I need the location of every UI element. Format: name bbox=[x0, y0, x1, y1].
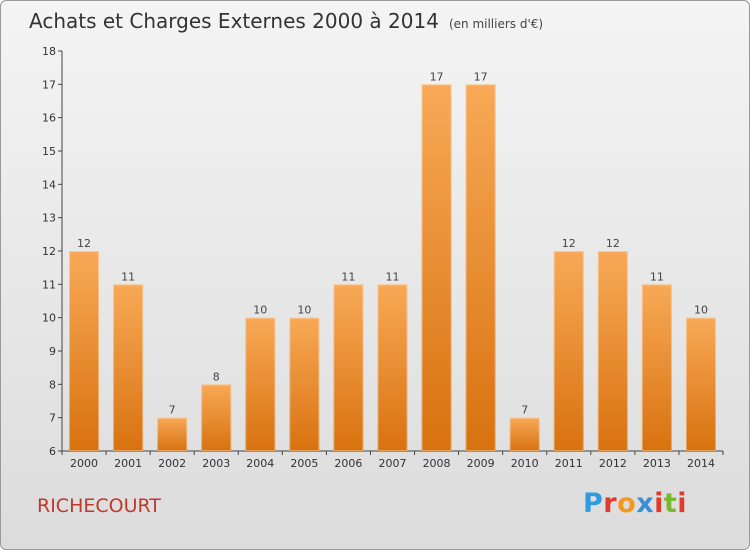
y-tick-label: 13 bbox=[42, 212, 56, 225]
y-tick-label: 18 bbox=[42, 45, 56, 58]
bar-value-label: 11 bbox=[650, 270, 664, 283]
logo-letter: P bbox=[583, 488, 604, 519]
bar-highlight bbox=[421, 84, 452, 451]
bar-highlight bbox=[69, 251, 100, 451]
bar-value-label: 12 bbox=[562, 237, 576, 250]
chart-axes: 6 7 8 9 10 11 12 13 14 15 16 17 18 2000 2001 2002 2003 20… bbox=[42, 45, 724, 470]
logo-letter: i bbox=[677, 488, 688, 519]
chart-data-labels: 12 11 7 8 10 10 11 11 17 17 7 12 12 11 10 bbox=[77, 70, 708, 416]
logo-letter: o bbox=[617, 488, 637, 519]
bar bbox=[333, 284, 364, 451]
chart-subtitle: (en milliers d'€) bbox=[448, 17, 544, 31]
x-tick-label: 2006 bbox=[334, 457, 362, 470]
bar-value-label: 11 bbox=[121, 270, 135, 283]
bar-highlight bbox=[201, 384, 232, 452]
proxiti-logo: Proxiti bbox=[583, 488, 687, 519]
bar bbox=[377, 284, 408, 451]
bar bbox=[157, 417, 188, 451]
bar-highlight bbox=[113, 284, 144, 452]
x-tick-label: 2011 bbox=[555, 457, 583, 470]
y-tick-label: 11 bbox=[42, 278, 56, 291]
bar bbox=[509, 417, 540, 451]
logo-letter: i bbox=[654, 488, 664, 519]
x-tick-label: 2014 bbox=[687, 457, 715, 470]
bar-highlight bbox=[333, 284, 364, 452]
x-tick-label: 2000 bbox=[70, 457, 98, 470]
y-tick-label: 12 bbox=[42, 245, 56, 258]
bar-value-label: 7 bbox=[169, 404, 176, 417]
y-tick-label: 8 bbox=[49, 378, 56, 391]
bar-value-label: 10 bbox=[297, 304, 311, 317]
commune-name: RICHECOURT bbox=[37, 495, 161, 517]
bar-highlight bbox=[685, 317, 716, 451]
x-tick-label: 2010 bbox=[511, 457, 539, 470]
chart-title: Achats et Charges Externes 2000 à 2014 (e… bbox=[29, 9, 543, 33]
bar-value-label: 7 bbox=[521, 404, 528, 417]
bar-value-label: 17 bbox=[430, 70, 444, 83]
x-tick-label: 2003 bbox=[202, 457, 230, 470]
bar-value-label: 11 bbox=[341, 270, 355, 283]
bar-highlight bbox=[641, 284, 672, 452]
x-tick-label: 2013 bbox=[643, 457, 671, 470]
bar-highlight bbox=[289, 317, 320, 451]
bar bbox=[113, 284, 144, 451]
x-tick-label: 2001 bbox=[114, 457, 142, 470]
y-tick-label: 15 bbox=[42, 145, 56, 158]
chart-bars bbox=[69, 84, 716, 452]
bar bbox=[597, 251, 628, 451]
bar-value-label: 11 bbox=[386, 270, 400, 283]
bar-value-label: 12 bbox=[77, 237, 91, 250]
bar bbox=[289, 317, 320, 451]
bar-highlight bbox=[377, 284, 408, 452]
logo-letter: x bbox=[636, 488, 655, 519]
logo-letter: r bbox=[603, 488, 618, 519]
y-tick-label: 10 bbox=[42, 312, 56, 325]
bar bbox=[685, 317, 716, 451]
y-tick-label: 6 bbox=[49, 445, 56, 458]
x-tick-label: 2002 bbox=[158, 457, 186, 470]
y-tick-label: 17 bbox=[42, 78, 56, 91]
bar-value-label: 17 bbox=[474, 70, 488, 83]
bar-value-label: 10 bbox=[253, 304, 267, 317]
chart-title-text: Achats et Charges Externes 2000 à 2014 bbox=[29, 9, 439, 33]
y-tick-label: 9 bbox=[49, 345, 56, 358]
bar-highlight bbox=[597, 251, 628, 451]
bar-highlight bbox=[553, 251, 584, 451]
x-tick-label: 2008 bbox=[423, 457, 451, 470]
x-tick-label: 2005 bbox=[290, 457, 318, 470]
bar-highlight bbox=[157, 417, 188, 451]
bar bbox=[201, 384, 232, 451]
x-tick-label: 2004 bbox=[246, 457, 274, 470]
bar-highlight bbox=[245, 317, 276, 451]
bar-value-label: 8 bbox=[213, 370, 220, 383]
x-tick-label: 2012 bbox=[599, 457, 627, 470]
logo-letter: t bbox=[663, 488, 678, 519]
bar bbox=[641, 284, 672, 451]
bar bbox=[553, 251, 584, 451]
y-tick-label: 16 bbox=[42, 112, 56, 125]
bar bbox=[69, 251, 100, 451]
x-tick-label: 2009 bbox=[467, 457, 495, 470]
y-tick-label: 7 bbox=[49, 412, 56, 425]
x-tick-label: 2007 bbox=[379, 457, 407, 470]
bar-value-label: 10 bbox=[694, 304, 708, 317]
bar-highlight bbox=[509, 417, 540, 451]
bar bbox=[245, 317, 276, 451]
y-tick-label: 14 bbox=[42, 178, 56, 191]
bar-highlight bbox=[465, 84, 496, 451]
bar-value-label: 12 bbox=[606, 237, 620, 250]
bar bbox=[421, 84, 452, 451]
bar bbox=[465, 84, 496, 451]
